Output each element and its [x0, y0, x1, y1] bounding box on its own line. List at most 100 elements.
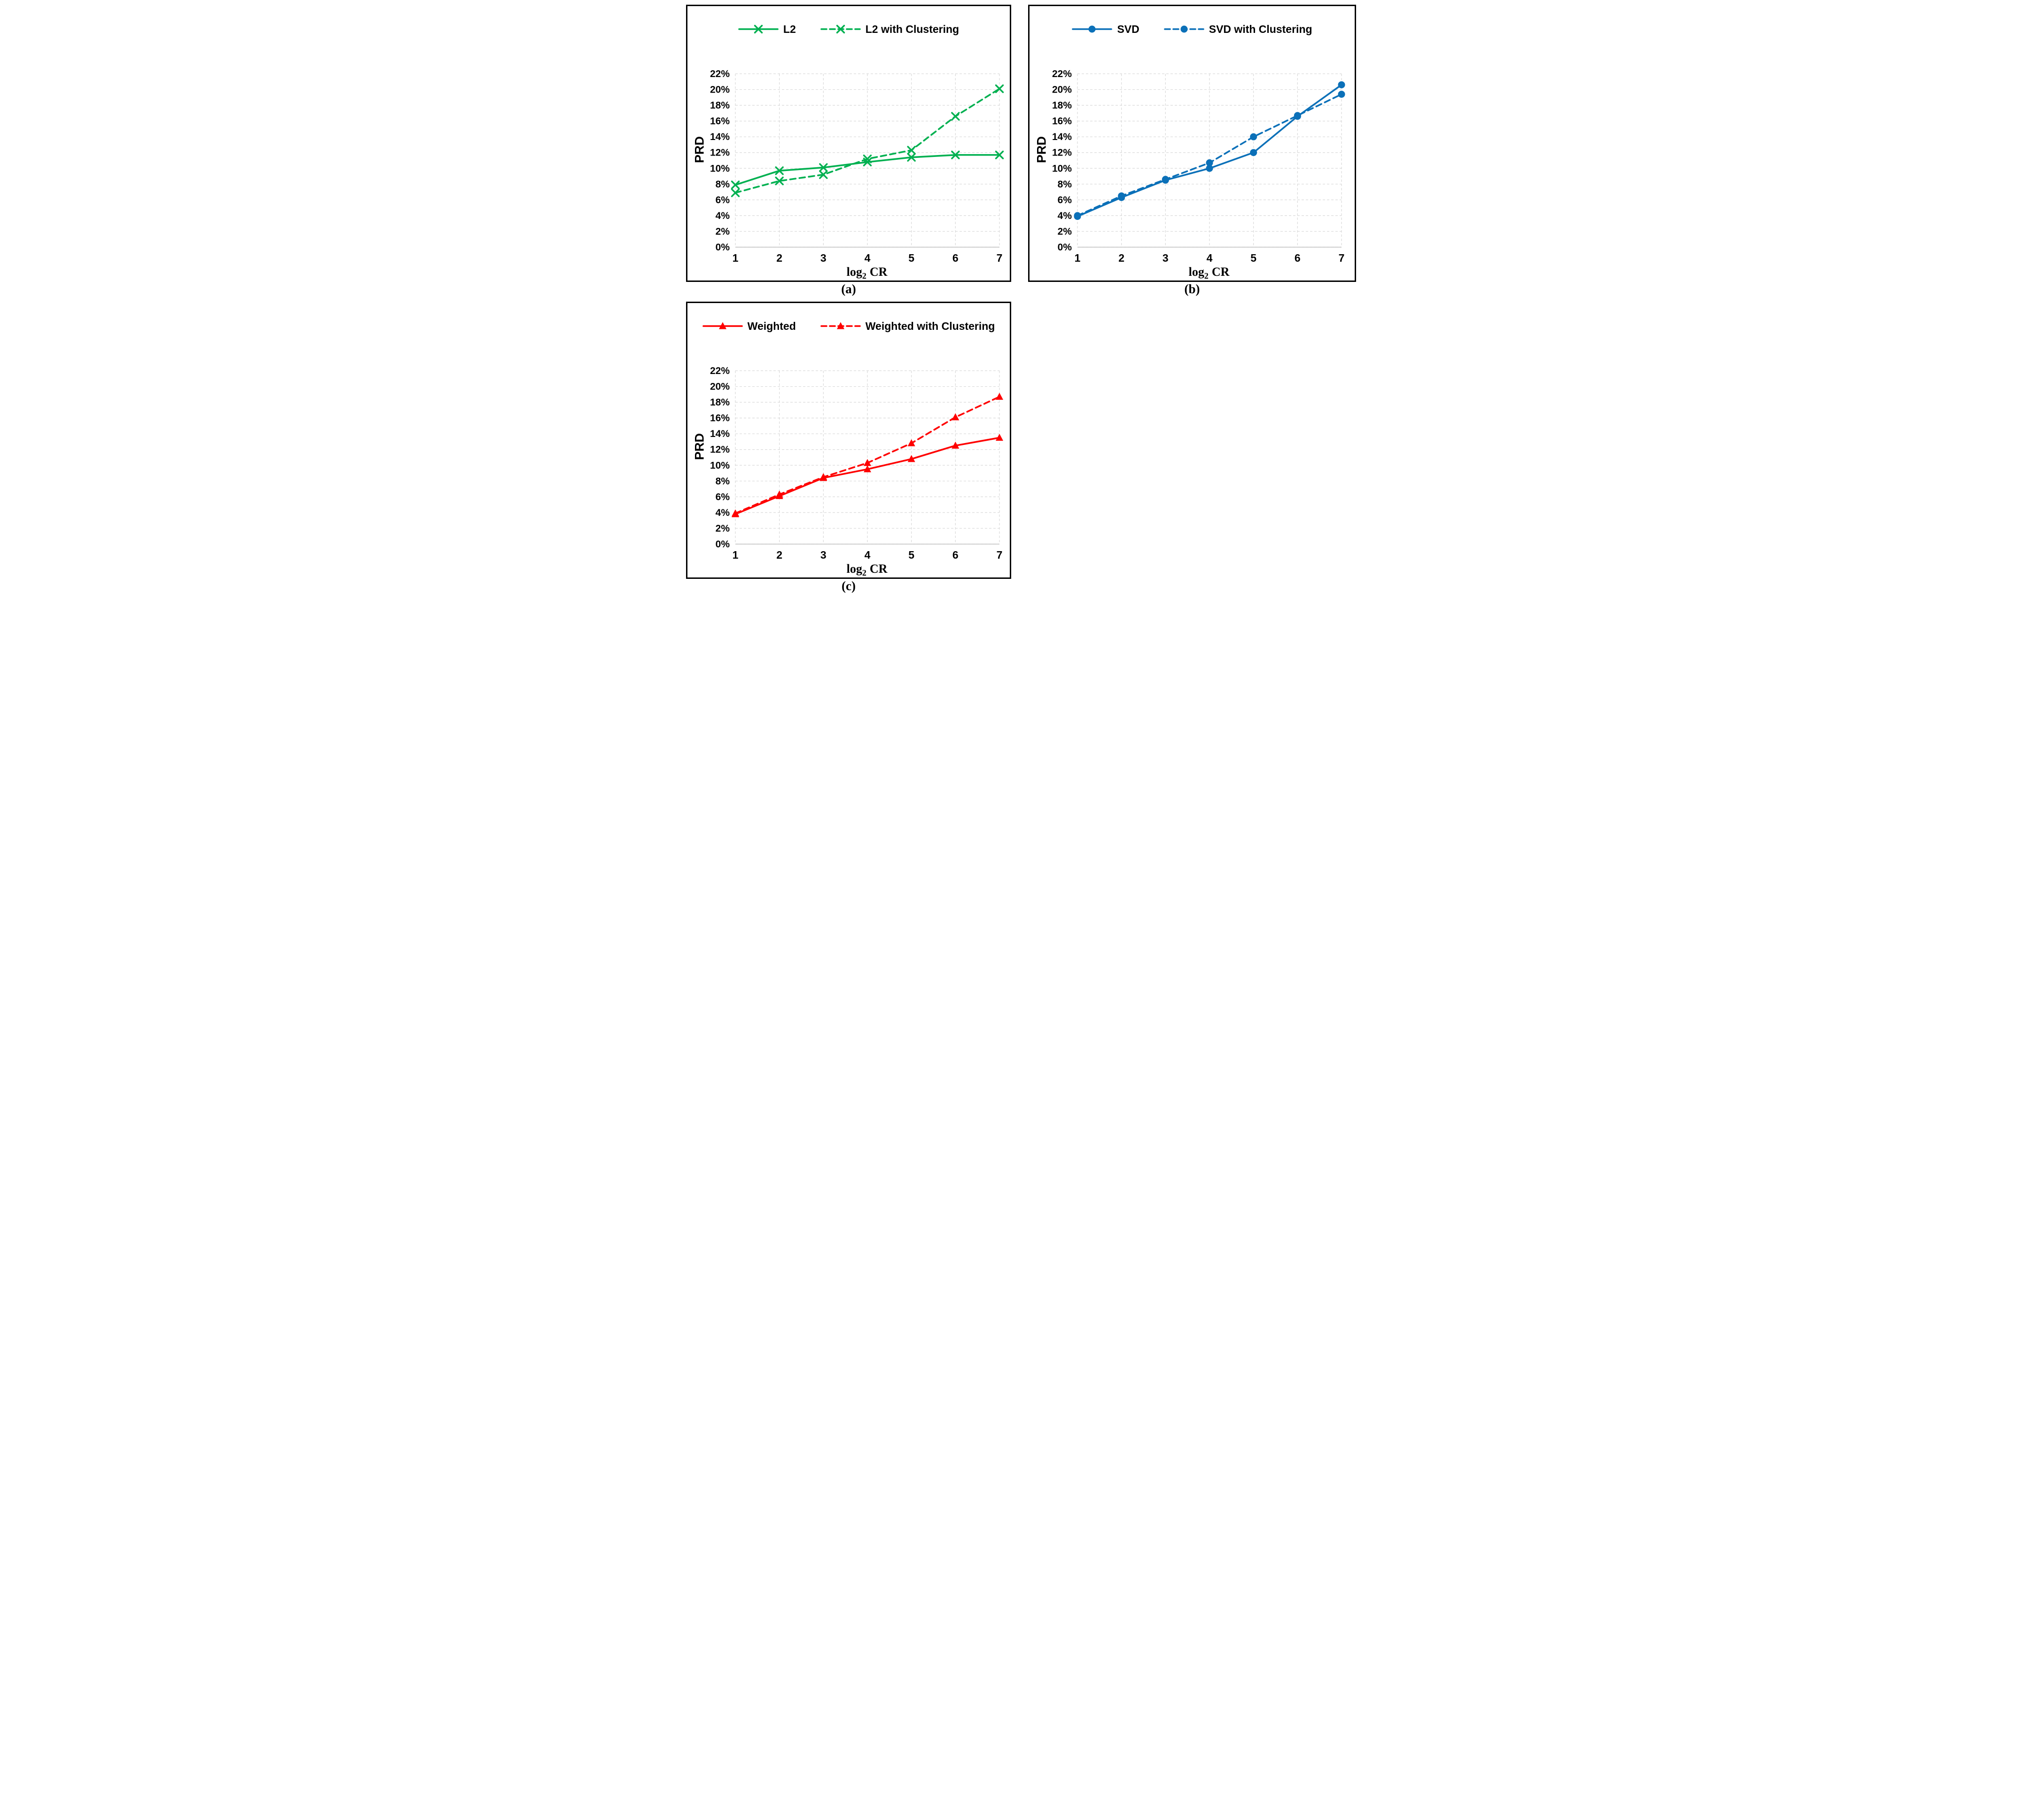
x-axis-title: log2 CR: [734, 265, 999, 281]
y-tick-label: 18%: [710, 100, 730, 111]
x-marker: [863, 154, 872, 164]
x-tick-label: 3: [820, 252, 827, 264]
circle-marker: [1294, 112, 1301, 119]
y-tick-label: 12%: [1052, 148, 1072, 158]
x-tick-label: 6: [952, 549, 959, 561]
y-tick-label: 0%: [716, 242, 730, 253]
y-tick-label: 12%: [710, 444, 730, 455]
x-axis-title-unit: CR: [1211, 265, 1230, 279]
x-marker: [951, 150, 960, 159]
x-axis-title: log2 CR: [1077, 265, 1342, 281]
x-tick-label: 5: [908, 252, 914, 264]
caption-b: (b): [1184, 282, 1200, 296]
y-tick-label: 20%: [710, 382, 730, 392]
triangle-marker: [836, 322, 844, 329]
x-tick-label: 4: [865, 549, 871, 561]
circle-marker: [1250, 133, 1257, 140]
y-tick-label: 0%: [716, 539, 730, 550]
y-tick-label: 6%: [1058, 195, 1072, 205]
legend-b: SVD SVD with Clustering: [1030, 22, 1355, 36]
circle-marker: [1206, 164, 1213, 172]
x-tick-label: 7: [1339, 252, 1345, 264]
y-tick-label: 18%: [710, 397, 730, 408]
line-chart-b: 22% 20% 18% 16% 14% 12% 10% 8% 6% 4% 2% 0%1 2 3 4 5 6 7: [1052, 69, 1345, 264]
y-tick-label: 16%: [1052, 116, 1072, 127]
triangle-marker: [732, 509, 739, 517]
triangle-marker: [718, 322, 726, 329]
legend-label: Weighted with Clustering: [865, 320, 995, 332]
legend-entry: L2: [738, 22, 796, 36]
legend-label: SVD: [1117, 23, 1139, 35]
y-tick-label: 18%: [1052, 100, 1072, 111]
legend-entry: Weighted: [702, 319, 796, 333]
x-tick-label: 6: [1295, 252, 1301, 264]
circle-marker: [1118, 192, 1125, 200]
x-tick-label: 2: [776, 252, 782, 264]
y-tick-label: 10%: [710, 163, 730, 174]
x-tick-label: 5: [1250, 252, 1256, 264]
legend-line-sample-dashed-icon: [820, 322, 861, 329]
x-marker: [995, 150, 1004, 159]
x-tick-label: 2: [1118, 252, 1124, 264]
y-tick-label: 22%: [710, 69, 730, 79]
legend-entry: SVD with Clustering: [1163, 22, 1312, 36]
circle-marker: [1338, 91, 1345, 98]
y-tick-label: 16%: [710, 116, 730, 127]
x-marker: [819, 163, 828, 172]
x-axis-title-log: log: [1188, 265, 1204, 279]
x-marker: [775, 176, 784, 186]
circle-marker: [1206, 159, 1213, 167]
legend-entry: Weighted with Clustering: [820, 319, 995, 333]
circle-marker: [1338, 81, 1345, 88]
caption-c: (c): [842, 579, 856, 593]
x-marker: [907, 146, 916, 155]
circle-marker: [1180, 25, 1188, 33]
y-tick-label: 14%: [1052, 132, 1072, 142]
y-tick-label: 2%: [716, 523, 730, 534]
y-tick-label: 8%: [716, 476, 730, 487]
y-tick-label: 12%: [710, 148, 730, 158]
x-tick-label: 3: [820, 549, 827, 561]
y-tick-label: 8%: [716, 179, 730, 190]
legend-line-sample-solid-icon: [702, 322, 743, 329]
x-tick-label: 4: [865, 252, 871, 264]
x-axis-title-sub: 2: [862, 271, 866, 281]
legend-line-sample-solid-icon: [738, 24, 779, 34]
y-tick-label: 22%: [1052, 69, 1072, 79]
legend-a: L2 L2 with Clustering: [687, 22, 1010, 36]
y-tick-label: 0%: [1058, 242, 1072, 253]
x-marker: [775, 166, 784, 175]
line-chart-a: 22% 20% 18% 16% 14% 12% 10% 8% 6% 4% 2% 0%1 2 3 4 5 6 7: [710, 69, 1004, 264]
circle-marker: [1162, 176, 1169, 183]
y-tick-label: 14%: [710, 429, 730, 439]
x-axis-title-unit: CR: [869, 562, 888, 576]
legend-label: L2: [783, 23, 796, 35]
y-tick-label: 22%: [710, 366, 730, 376]
x-marker: [907, 153, 916, 162]
line-chart-c: 22% 20% 18% 16% 14% 12% 10% 8% 6% 4% 2% 0%1 2 3 4 5 6 7: [710, 366, 1003, 561]
x-axis-title-log: log: [846, 562, 862, 576]
x-marker: [995, 84, 1004, 94]
x-tick-label: 1: [733, 252, 739, 264]
x-marker: [731, 180, 740, 189]
x-marker: [819, 170, 828, 179]
legend-entry: SVD: [1072, 22, 1139, 36]
legend-label: L2 with Clustering: [865, 23, 960, 35]
x-axis-title-log: log: [846, 265, 862, 279]
triangle-marker: [907, 455, 915, 462]
y-tick-label: 8%: [1058, 179, 1072, 190]
x-axis-title-unit: CR: [869, 265, 888, 279]
figure-page: L2 L2 with Clustering PRD 22% 20% 18% 16% 14…: [681, 0, 1363, 601]
y-tick-label: 4%: [716, 507, 730, 518]
x-tick-label: 2: [776, 549, 782, 561]
y-tick-label: 20%: [710, 85, 730, 95]
triangle-marker: [996, 392, 1003, 400]
triangle-marker: [952, 441, 960, 449]
legend-line-sample-dashed-icon: [1163, 25, 1204, 33]
legend-entry: L2 with Clustering: [820, 22, 959, 36]
triangle-marker: [775, 490, 783, 498]
x-marker: [951, 112, 960, 121]
x-tick-label: 5: [908, 549, 914, 561]
x-marker: [836, 24, 845, 34]
x-tick-label: 6: [952, 252, 959, 264]
